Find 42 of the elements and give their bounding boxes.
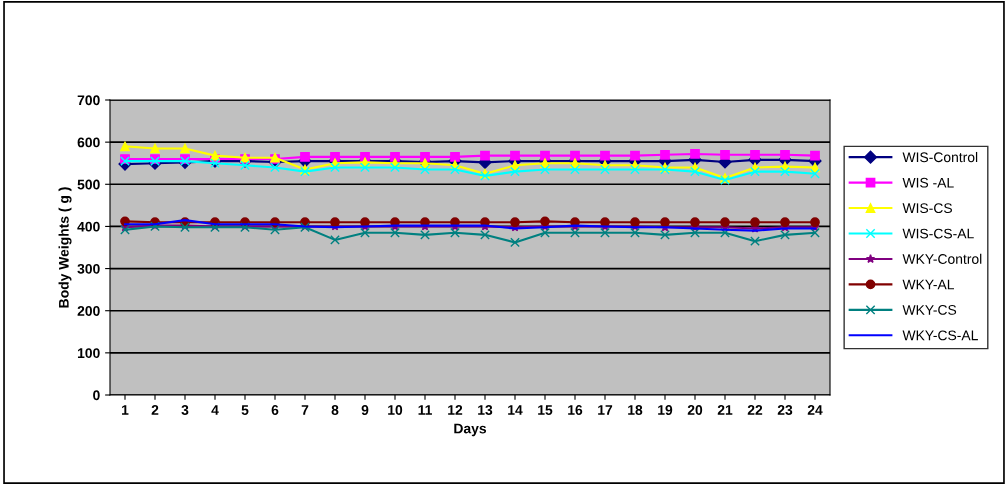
y-tick-label: 500 xyxy=(77,179,100,190)
y-tick-label: 700 xyxy=(77,95,100,106)
x-tick-label: 21 xyxy=(717,405,733,415)
legend-label: WKY-AL xyxy=(902,279,954,290)
x-tick-label: 18 xyxy=(628,405,643,415)
x-axis-title: Days xyxy=(454,423,487,437)
y-tick-label: 300 xyxy=(77,263,100,274)
x-tick-label: 13 xyxy=(478,405,493,415)
x-tick-label: 10 xyxy=(388,405,403,415)
x-tick-label: 6 xyxy=(271,405,279,415)
x-tick-label: 19 xyxy=(658,405,673,415)
x-tick-label: 3 xyxy=(181,405,189,415)
x-tick-label: 24 xyxy=(807,405,823,415)
x-tick-label: 7 xyxy=(301,405,309,415)
x-tick-label: 12 xyxy=(448,405,463,415)
x-tick-label: 2 xyxy=(151,405,159,415)
x-tick-label: 15 xyxy=(538,405,553,415)
legend-label: WKY-Control xyxy=(902,253,982,264)
y-tick-label: 200 xyxy=(77,306,100,316)
y-tick-label: 100 xyxy=(77,348,100,359)
legend-label: WIS-CS-AL xyxy=(902,228,974,239)
x-tick-label: 17 xyxy=(598,405,613,415)
legend-label: WKY-CS xyxy=(902,305,957,315)
x-tick-label: 22 xyxy=(747,405,763,415)
legend-label: WKY-CS-AL xyxy=(902,330,978,341)
legend-label: WIS-CS xyxy=(902,203,952,214)
x-tick-label: 5 xyxy=(241,405,249,415)
x-tick-label: 16 xyxy=(568,405,583,415)
legend-label: WIS -AL xyxy=(902,177,954,188)
y-tick-label: 400 xyxy=(77,221,100,232)
x-tick-label: 8 xyxy=(331,405,339,415)
x-tick-label: 1 xyxy=(122,405,129,415)
x-tick-label: 20 xyxy=(687,405,703,415)
legend-label: WIS-Control xyxy=(902,151,978,163)
y-tick-label: 600 xyxy=(77,137,100,148)
x-tick-label: 4 xyxy=(211,405,219,415)
y-tick-label: 0 xyxy=(93,390,100,401)
x-tick-label: 23 xyxy=(777,405,793,415)
x-tick-label: 14 xyxy=(508,405,523,415)
y-axis-title: Body Weights ( g ) xyxy=(58,187,72,308)
x-tick-label: 11 xyxy=(418,405,432,415)
x-tick-label: 9 xyxy=(361,405,369,415)
